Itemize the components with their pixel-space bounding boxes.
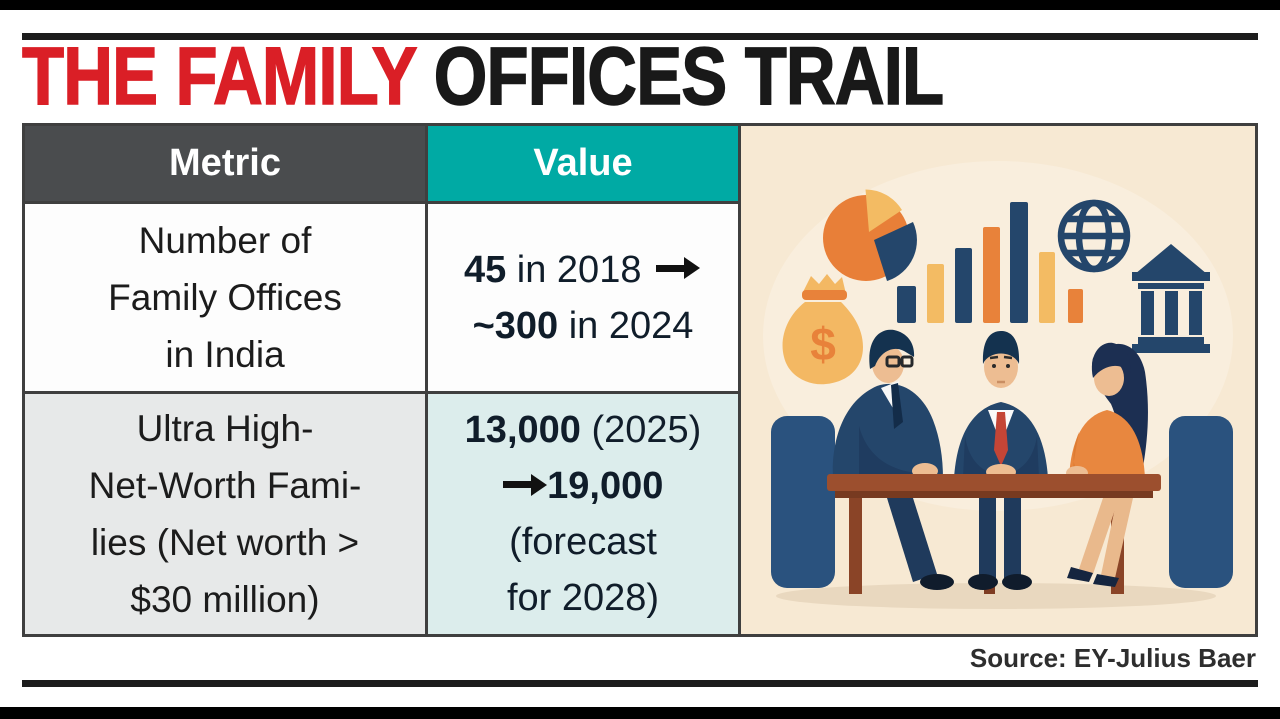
metric-line: Number of bbox=[138, 220, 312, 261]
value-text: in 2024 bbox=[558, 304, 694, 347]
metric-line: $30 million) bbox=[130, 579, 320, 620]
metric-line: lies (Net worth > bbox=[90, 522, 360, 563]
value-number: 45 bbox=[463, 248, 507, 291]
floor-shadow bbox=[776, 583, 1216, 609]
table-row-1-value: 45 in 2018 ~300 in 2024 bbox=[428, 204, 738, 391]
illustration-canvas: $ bbox=[763, 161, 1233, 609]
value-text: for 2028) bbox=[506, 577, 660, 619]
metric-line: Ultra High- bbox=[136, 408, 314, 449]
money-bag-icon: $ bbox=[782, 274, 863, 385]
table-row-2-value: 13,000 (2025) 19,000 (forecast for 2028) bbox=[428, 394, 738, 634]
bottom-rule bbox=[22, 680, 1258, 687]
chair-right bbox=[1169, 416, 1233, 588]
metric-line: Net-Worth Fami- bbox=[88, 465, 362, 506]
column-header-value: Value bbox=[428, 126, 738, 201]
dollar-sign: $ bbox=[810, 318, 836, 370]
bank-icon bbox=[1132, 244, 1210, 353]
chair-left bbox=[771, 416, 835, 588]
table-row-2-metric: Ultra High- Net-Worth Fami- lies (Net wo… bbox=[25, 394, 425, 634]
value-text: (2025) bbox=[580, 409, 702, 451]
page-title: THE FAMILY OFFICES TRAIL bbox=[21, 31, 945, 122]
title-rule bbox=[22, 33, 1258, 40]
value-number: ~300 bbox=[472, 304, 559, 347]
column-header-metric: Metric bbox=[25, 126, 425, 201]
arrow-right-icon bbox=[502, 481, 531, 489]
top-border-strip bbox=[0, 0, 1280, 10]
globe-icon bbox=[1057, 199, 1131, 273]
businessman-left bbox=[832, 329, 943, 479]
bar-chart-icon bbox=[897, 202, 1083, 323]
pie-chart-icon bbox=[823, 189, 917, 281]
metric-line: in India bbox=[165, 334, 285, 375]
metric-line: Family Offices bbox=[108, 277, 342, 318]
businesswoman-right bbox=[1066, 342, 1148, 480]
value-text: in 2018 bbox=[506, 248, 653, 291]
businessman-center bbox=[954, 331, 1048, 480]
value-number: 19,000 bbox=[536, 465, 664, 507]
seated-legs bbox=[887, 498, 1133, 590]
data-table: Metric Value $ bbox=[22, 123, 1258, 637]
table-row-1-metric: Number of Family Offices in India bbox=[25, 204, 425, 391]
meeting-illustration: $ bbox=[741, 126, 1255, 634]
bottom-border-strip bbox=[0, 707, 1280, 719]
page-title-rest: OFFICES TRAIL bbox=[415, 31, 945, 122]
arrow-right-icon bbox=[656, 264, 685, 272]
source-credit: Source: EY-Julius Baer bbox=[969, 643, 1256, 673]
value-number: 13,000 bbox=[464, 409, 581, 451]
page-title-highlight: THE FAMILY bbox=[21, 31, 417, 122]
value-text: (forecast bbox=[509, 521, 657, 563]
